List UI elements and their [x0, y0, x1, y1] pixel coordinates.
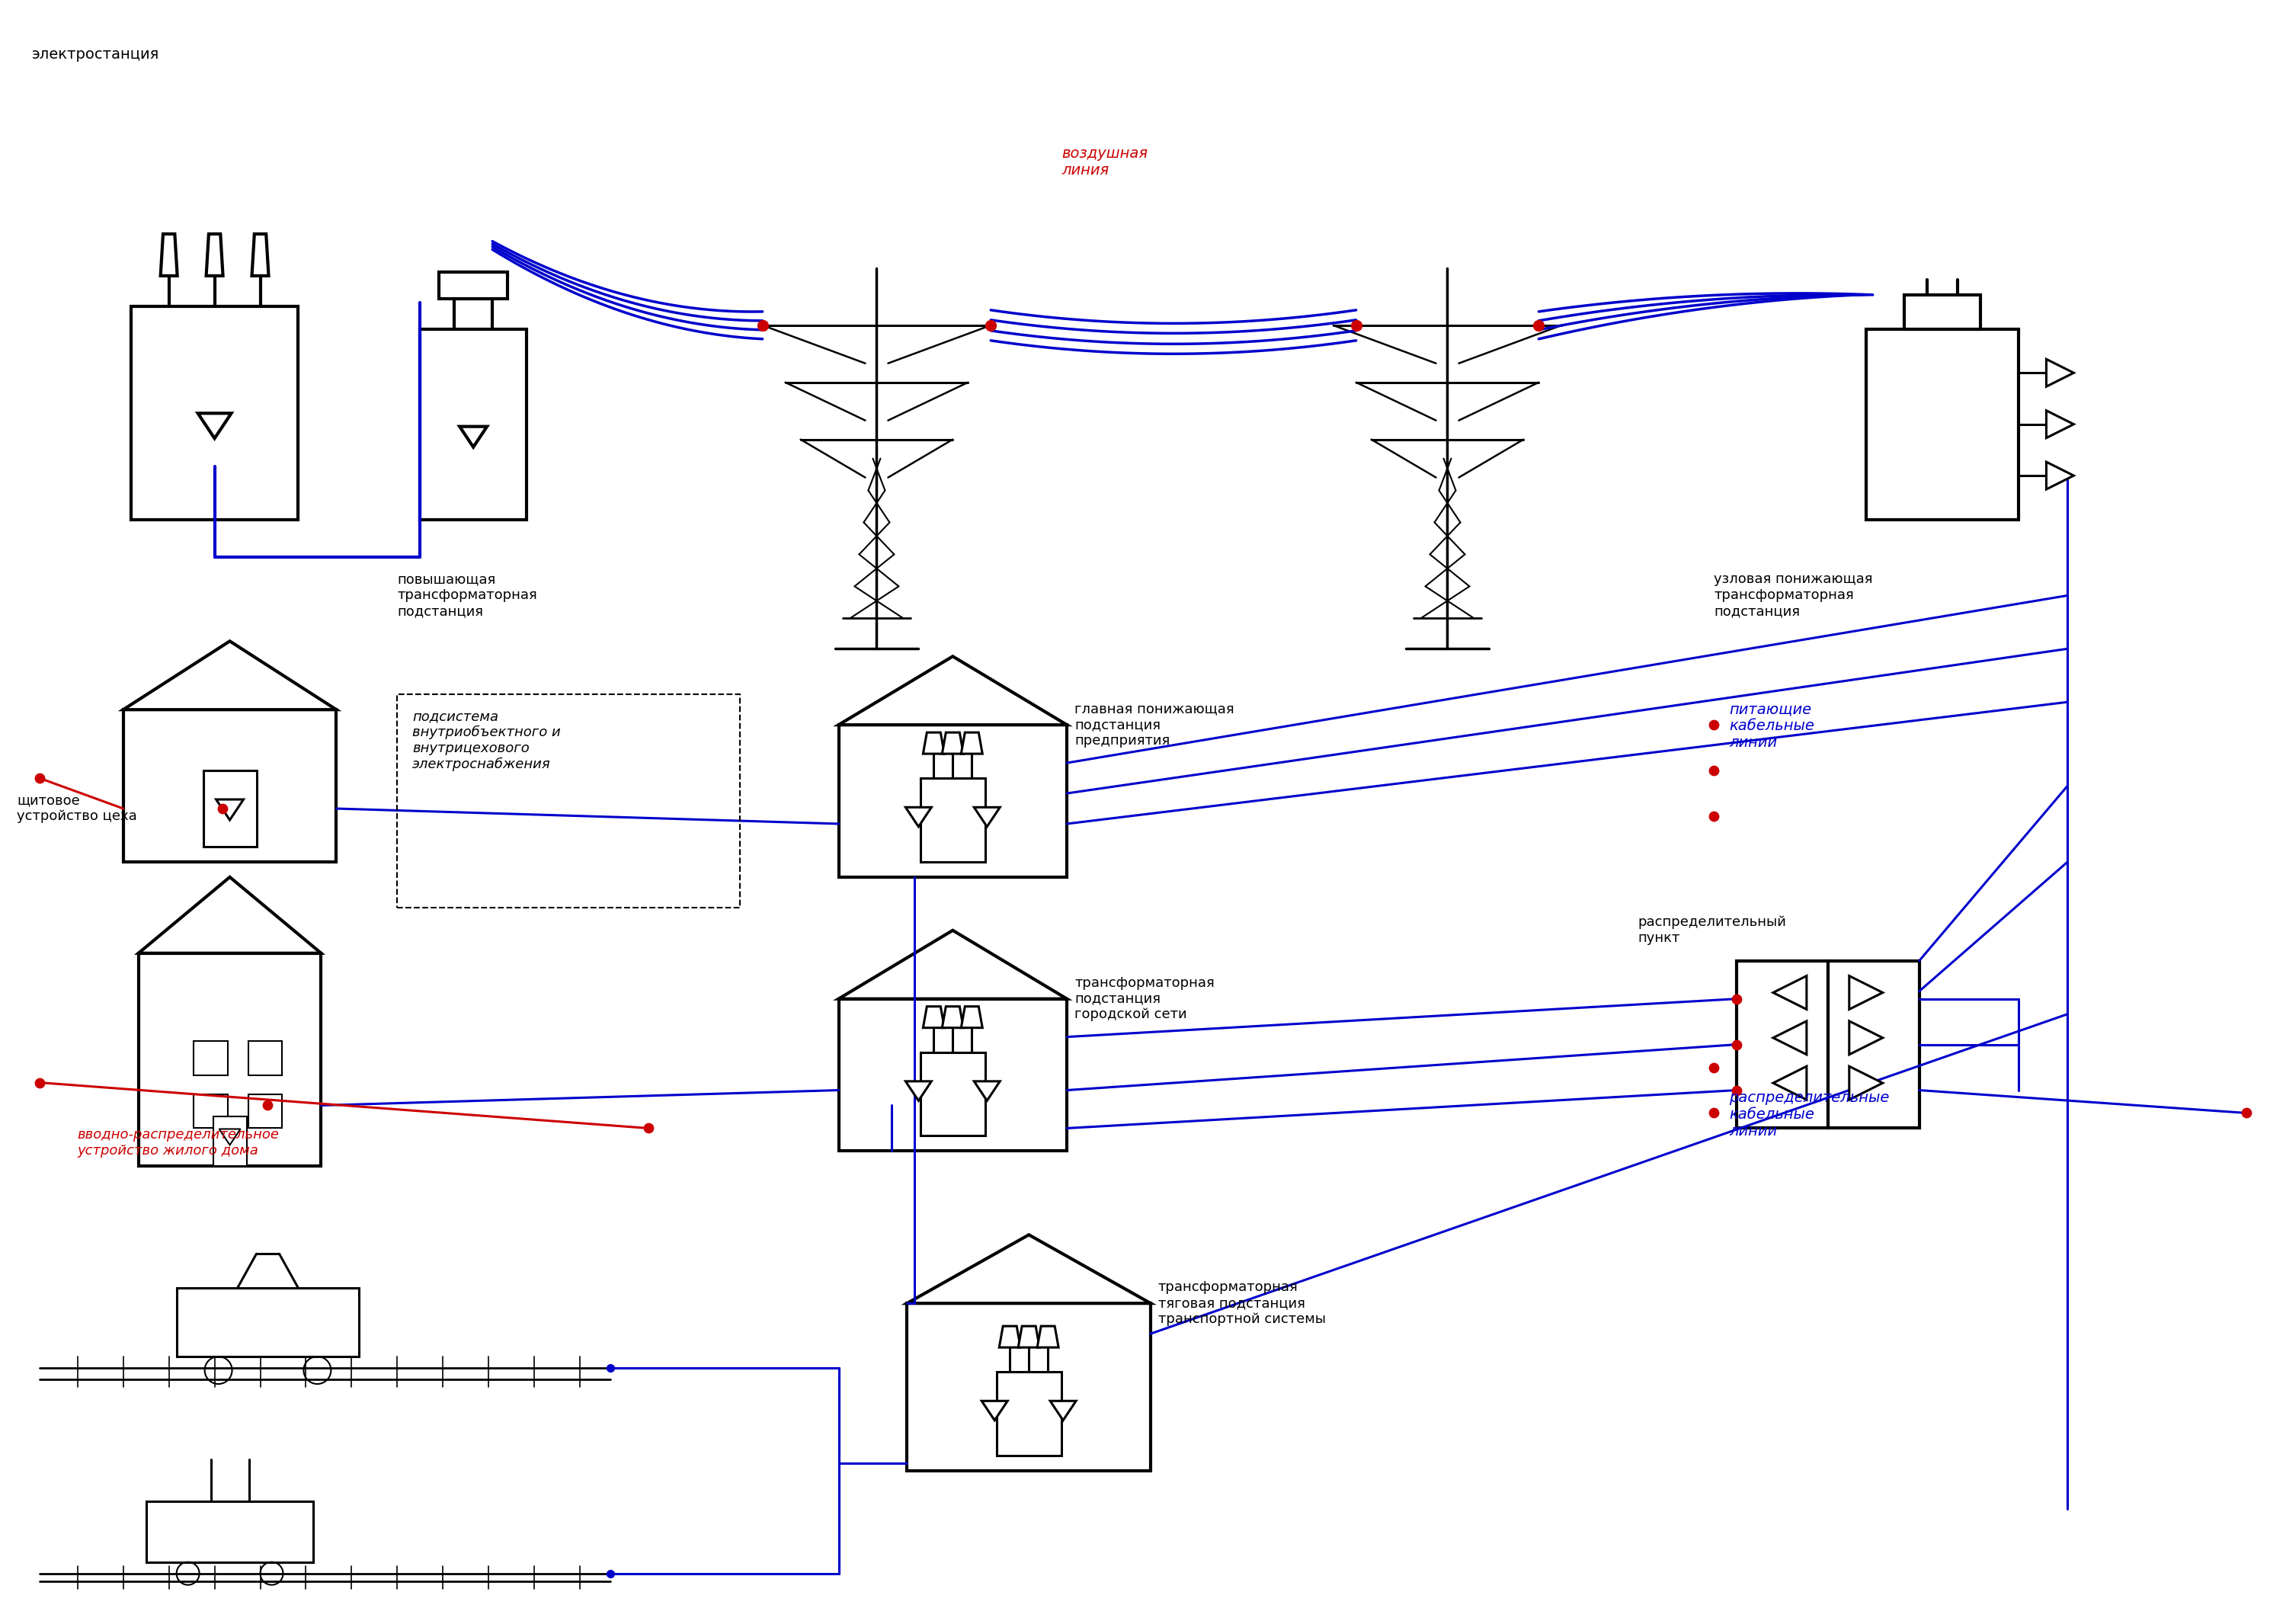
Polygon shape	[999, 1327, 1020, 1348]
Polygon shape	[219, 1129, 240, 1145]
Polygon shape	[905, 1082, 930, 1101]
Polygon shape	[1049, 1402, 1077, 1421]
Polygon shape	[981, 1402, 1008, 1421]
Bar	[249, 1041, 281, 1075]
Bar	[839, 724, 1068, 877]
Bar	[139, 953, 320, 1166]
Text: воздушная
линия: воздушная линия	[1063, 146, 1148, 177]
Point	[1337, 312, 1374, 338]
Polygon shape	[1774, 1021, 1806, 1054]
Point	[21, 1070, 57, 1096]
Bar	[1865, 330, 2019, 520]
Polygon shape	[2046, 411, 2073, 438]
Polygon shape	[459, 427, 487, 447]
Point	[2229, 1099, 2265, 1125]
Bar	[439, 271, 507, 299]
Bar	[249, 1095, 281, 1129]
Polygon shape	[1038, 1327, 1058, 1348]
Text: щитовое
устройство цеха: щитовое устройство цеха	[16, 794, 137, 823]
Polygon shape	[1017, 1327, 1040, 1348]
Polygon shape	[251, 234, 267, 276]
Text: распределительный
пункт: распределительный пункт	[1637, 916, 1785, 945]
Text: питающие
кабельные
линии: питающие кабельные линии	[1728, 702, 1815, 750]
Text: трансформаторная
тяговая подстанция
транспортной системы: трансформаторная тяговая подстанция тран…	[1159, 1280, 1326, 1325]
Point	[1696, 1054, 1733, 1080]
Point	[1719, 986, 1756, 1012]
Bar	[130, 307, 297, 520]
Bar	[203, 770, 256, 846]
Polygon shape	[2046, 461, 2073, 489]
Polygon shape	[905, 807, 930, 827]
Point	[592, 1354, 629, 1380]
Bar	[194, 1041, 229, 1075]
Text: вводно-распределительное
устройство жилого дома: вводно-распределительное устройство жило…	[78, 1129, 279, 1158]
Text: подсистема
внутриобъектного и
внутрицехового
электроснабжения: подсистема внутриобъектного и внутрицехо…	[411, 710, 560, 771]
Bar	[176, 1288, 359, 1356]
Point	[203, 796, 240, 822]
Point	[745, 312, 782, 338]
Polygon shape	[924, 1007, 944, 1028]
Polygon shape	[1774, 976, 1806, 1010]
Point	[1696, 757, 1733, 783]
Polygon shape	[217, 799, 245, 820]
Polygon shape	[160, 234, 178, 276]
Bar	[194, 1095, 229, 1129]
Polygon shape	[924, 732, 944, 754]
Point	[21, 765, 57, 791]
Polygon shape	[1774, 1067, 1806, 1099]
Polygon shape	[139, 877, 320, 953]
Bar	[123, 710, 336, 862]
Point	[631, 1116, 668, 1142]
Bar	[146, 1501, 313, 1562]
Text: электростанция: электростанция	[32, 47, 160, 62]
Bar	[997, 1372, 1061, 1455]
Point	[1696, 804, 1733, 830]
Polygon shape	[2046, 359, 2073, 387]
Bar	[921, 778, 985, 862]
Point	[1696, 1099, 1733, 1125]
Polygon shape	[206, 234, 224, 276]
Point	[972, 312, 1008, 338]
Point	[1719, 1077, 1756, 1103]
Bar	[1737, 961, 1829, 1129]
Polygon shape	[839, 931, 1068, 999]
Polygon shape	[839, 656, 1068, 724]
Text: распределительные
кабельные
линии: распределительные кабельные линии	[1728, 1090, 1888, 1138]
Text: узловая понижающая
трансформаторная
подстанция: узловая понижающая трансформаторная подс…	[1714, 573, 1872, 619]
Point	[249, 1093, 286, 1119]
Bar	[398, 695, 741, 908]
Bar	[839, 999, 1068, 1151]
Polygon shape	[960, 1007, 983, 1028]
Polygon shape	[199, 412, 231, 438]
Point	[1719, 1031, 1756, 1057]
Point	[1520, 312, 1557, 338]
Point	[592, 1561, 629, 1587]
Polygon shape	[908, 1234, 1150, 1304]
Polygon shape	[123, 641, 336, 710]
Text: повышающая
трансформаторная
подстанция: повышающая трансформаторная подстанция	[398, 573, 537, 619]
Text: главная понижающая
подстанция
предприятия: главная понижающая подстанция предприяти…	[1074, 702, 1234, 747]
Bar	[1904, 296, 1980, 330]
Polygon shape	[1849, 1067, 1884, 1099]
Polygon shape	[1849, 976, 1884, 1010]
Polygon shape	[942, 1007, 962, 1028]
Bar	[1829, 961, 1920, 1129]
Bar	[921, 1052, 985, 1135]
Bar	[421, 330, 526, 520]
Bar	[213, 1117, 247, 1166]
Polygon shape	[960, 732, 983, 754]
Polygon shape	[974, 807, 999, 827]
Polygon shape	[1849, 1021, 1884, 1054]
Polygon shape	[974, 1082, 999, 1101]
Bar	[908, 1304, 1150, 1471]
Point	[1696, 711, 1733, 737]
Text: трансформаторная
подстанция
городской сети: трансформаторная подстанция городской се…	[1074, 976, 1214, 1021]
Polygon shape	[942, 732, 962, 754]
